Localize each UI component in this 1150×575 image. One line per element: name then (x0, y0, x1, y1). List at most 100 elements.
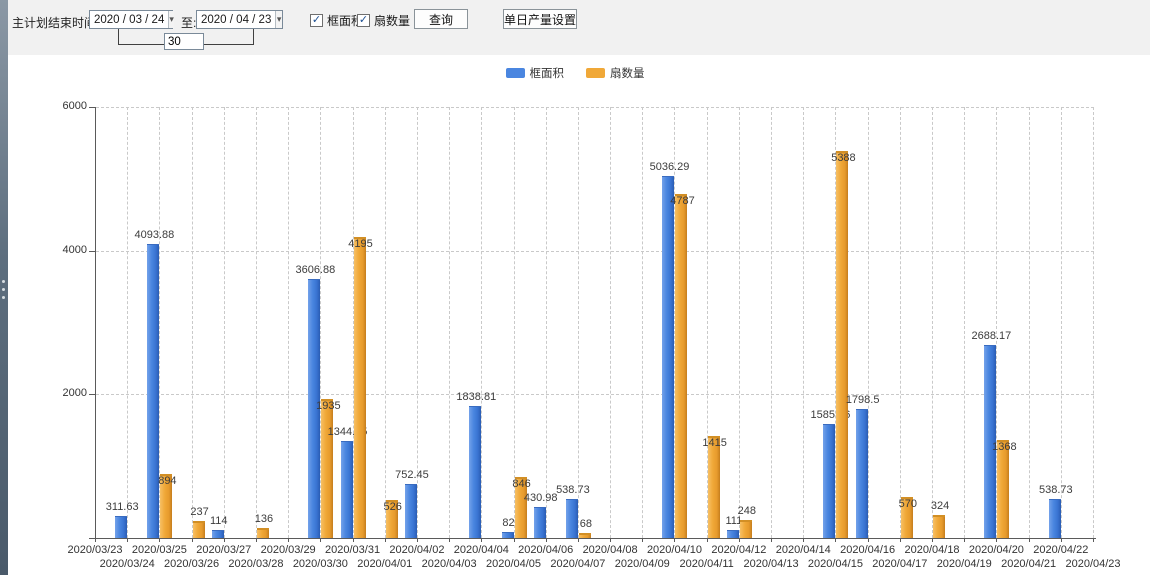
x-tick-label: 2020/03/30 (292, 558, 348, 570)
y-tickmark (89, 250, 95, 252)
bar-value-label: 430.98 (523, 492, 558, 505)
bar-fan-count (192, 520, 205, 538)
chevron-down-icon[interactable]: ▾ (275, 11, 282, 28)
x-tick-label: 2020/03/26 (164, 558, 220, 570)
x-tick-label: 2020/04/02 (389, 544, 445, 556)
bar-fan-count (578, 533, 591, 538)
bar-fan-count (675, 194, 688, 538)
x-tick-label: 2020/04/12 (711, 544, 767, 556)
bar-frame-area (501, 532, 514, 538)
bar-frame-area (533, 507, 546, 538)
x-tickmark (771, 538, 773, 542)
v-gridline (642, 107, 644, 538)
x-tick-label: 2020/04/17 (872, 558, 928, 570)
x-tick-label: 2020/04/23 (1065, 558, 1121, 570)
x-tickmark (706, 538, 708, 542)
bar-value-label: 526 (383, 501, 402, 514)
bar-frame-area (1048, 499, 1061, 538)
bar-fan-count (385, 500, 398, 538)
v-gridline (1028, 107, 1030, 538)
bar-value-label: 4093.88 (134, 228, 175, 241)
x-tick-label: 2020/03/28 (228, 558, 284, 570)
x-tickmark (642, 538, 644, 542)
bar-value-label: 752.45 (395, 468, 429, 481)
frame-area-checkbox-label: 框面积 (327, 14, 364, 28)
bar-frame-area (726, 530, 739, 538)
x-tick-label: 2020/04/10 (646, 544, 702, 556)
v-gridline (513, 107, 515, 538)
bar-fan-count (353, 236, 366, 538)
x-tick-label: 2020/03/24 (99, 558, 155, 570)
v-gridline (803, 107, 805, 538)
bar-fan-count (836, 150, 849, 538)
bar-value-label: 894 (158, 474, 177, 487)
date-to-picker[interactable]: 2020 / 04 / 23 ▾ (196, 10, 283, 29)
checkbox-checked-icon[interactable]: ✓ (357, 14, 370, 27)
v-gridline (127, 107, 129, 538)
bar-value-label: 1368 (992, 440, 1017, 453)
bar-value-label: 324 (930, 499, 950, 512)
bar-value-label: 311.63 (105, 500, 139, 513)
x-tickmark (610, 538, 612, 542)
legend-swatch-orange (586, 68, 605, 78)
legend-label: 框面积 (529, 68, 565, 80)
bar-value-label: 1838.81 (456, 390, 497, 403)
v-gridline (255, 107, 257, 538)
bar-value-label: 248 (737, 505, 757, 518)
v-gridline (771, 107, 773, 538)
bar-value-label: 538.73 (1038, 484, 1073, 497)
days-count-input[interactable] (164, 33, 204, 50)
x-tick-label: 2020/04/14 (775, 544, 831, 556)
checkbox-checked-icon[interactable]: ✓ (310, 14, 323, 27)
v-gridline (899, 107, 901, 538)
x-tickmark (416, 538, 418, 542)
daily-output-settings-button[interactable]: 单日产量设置 (503, 9, 577, 29)
x-tickmark (1093, 538, 1094, 542)
v-gridline (964, 107, 966, 538)
v-gridline (996, 107, 998, 538)
x-tickmark (159, 538, 161, 542)
bar-value-label: 2688.17 (971, 329, 1012, 342)
connector-line (118, 44, 165, 45)
bar-fan-count (321, 399, 334, 538)
query-button[interactable]: 查询 (414, 9, 468, 29)
fan-count-checkbox[interactable]: ✓ 扇数量 (357, 12, 410, 29)
x-tickmark (674, 538, 676, 542)
x-tickmark (95, 538, 96, 542)
h-gridline (96, 250, 1094, 252)
x-tickmark (449, 538, 451, 542)
v-gridline (449, 107, 451, 538)
left-splitter[interactable] (0, 0, 8, 575)
x-tick-label: 2020/04/22 (1033, 544, 1089, 556)
x-tickmark (996, 538, 998, 542)
bar-value-label: 237 (190, 505, 209, 518)
x-tickmark (867, 538, 869, 542)
bar-value-label: 3606.88 (295, 263, 336, 276)
x-tick-label: 2020/03/25 (131, 544, 187, 556)
bar-frame-area (565, 499, 578, 538)
date-from-picker[interactable]: 2020 / 03 / 24 ▾ (89, 10, 174, 29)
y-tickmark (89, 394, 95, 396)
x-tick-label: 2020/04/08 (582, 544, 638, 556)
y-tick-label: 4000 (62, 243, 87, 256)
bar-value-label: 68 (579, 518, 593, 531)
date-to-value: 2020 / 04 / 23 (201, 13, 272, 26)
v-gridline (738, 107, 740, 538)
to-label: 至: (181, 16, 197, 30)
bar-fan-count (900, 497, 913, 538)
x-tickmark (932, 538, 934, 542)
x-tick-label: 2020/04/06 (518, 544, 574, 556)
x-tick-label: 2020/03/29 (260, 544, 316, 556)
x-tick-label: 2020/04/15 (807, 558, 863, 570)
frame-area-checkbox[interactable]: ✓ 框面积 (310, 12, 363, 29)
x-tick-label: 2020/04/09 (614, 558, 670, 570)
x-tickmark (223, 538, 225, 542)
bar-value-label: 1935 (316, 400, 341, 412)
chevron-down-icon[interactable]: ▾ (168, 11, 174, 28)
x-tickmark (1060, 538, 1062, 542)
x-tick-label: 2020/04/21 (1001, 558, 1057, 570)
x-tick-label: 2020/04/05 (485, 558, 542, 570)
v-gridline (159, 107, 161, 538)
